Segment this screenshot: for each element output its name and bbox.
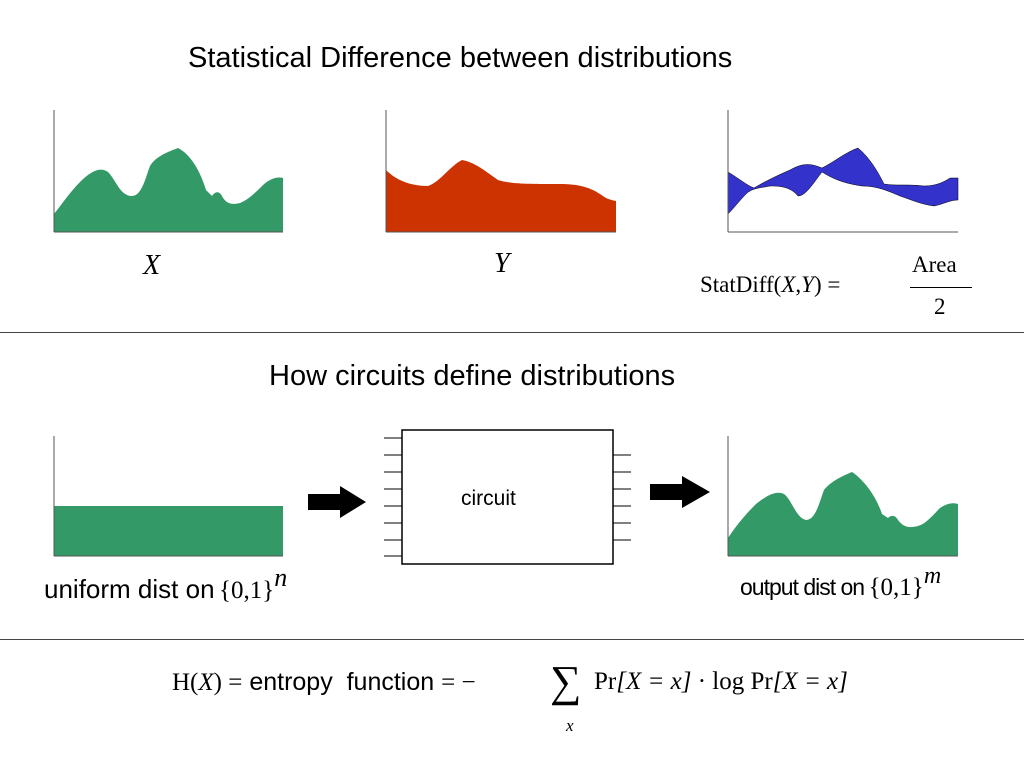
entropy-log-pr: · log Pr (697, 668, 773, 695)
uniform-dist-area (54, 506, 283, 556)
entropy-rhs: Pr[X = x] · log Pr[X = x] (594, 668, 848, 696)
distribution-x-plot (53, 110, 283, 233)
entropy-eq-minus: = − (441, 669, 476, 696)
entropy-formula: H(X) = entropy function = − (172, 668, 476, 697)
uniform-dist-exponent: n (274, 563, 288, 592)
statdiff-fraction-bar (910, 287, 972, 288)
statdiff-var-x: X (781, 272, 796, 297)
distribution-y-plot (385, 110, 616, 233)
circuit-box (384, 429, 631, 565)
statdiff-var-y: Y (801, 272, 814, 297)
entropy-pr-1: Pr (594, 668, 617, 695)
uniform-dist-text: uniform dist on (44, 574, 215, 604)
entropy-sum-index: x (566, 716, 574, 735)
distribution-x-area (54, 148, 283, 232)
section-divider-2 (0, 639, 1024, 640)
entropy-close-eq: ) = (213, 669, 243, 696)
section-title-circuits: How circuits define distributions (269, 360, 676, 392)
output-dist-area (728, 472, 958, 556)
uniform-dist-set: {0,1} (218, 577, 275, 604)
label-y: Y (494, 248, 510, 279)
circuit-input-pins (384, 437, 402, 557)
section-title-statdiff: Statistical Difference between distribut… (188, 42, 733, 74)
uniform-dist-plot (53, 436, 283, 557)
diff-area-region (727, 147, 959, 215)
statdiff-numerator: Area (912, 252, 957, 277)
output-dist-exponent: m (923, 563, 942, 589)
statdiff-rhs: ) = (813, 272, 841, 297)
output-dist-text: output dist on (740, 574, 865, 600)
entropy-bracket-2: [X = x] (772, 668, 848, 695)
entropy-var-x: X (198, 669, 214, 696)
entropy-bracket-1: [X = x] (616, 668, 692, 695)
output-dist-plot (727, 436, 958, 557)
output-dist-caption: output dist on {0,1}m (740, 563, 941, 602)
entropy-sum-symbol: ∑ (550, 657, 582, 706)
entropy-h: H( (172, 669, 199, 696)
circuit-label: circuit (461, 487, 516, 510)
output-dist-set: {0,1} (868, 574, 924, 601)
circuit-output-pins (613, 454, 631, 541)
label-x: X (143, 250, 161, 281)
distribution-diff-plot (727, 110, 959, 233)
uniform-dist-caption: uniform dist on {0,1}n (44, 563, 287, 605)
statdiff-formula: StatDiff(X,Y) = (700, 272, 840, 298)
arrow-to-circuit (308, 486, 366, 518)
statdiff-comma: , (795, 272, 802, 297)
section-divider-1 (0, 332, 1024, 333)
statdiff-denominator: 2 (934, 294, 946, 319)
arrow-from-circuit (650, 476, 710, 508)
distribution-y-area (386, 160, 616, 232)
statdiff-lhs: StatDiff( (700, 272, 782, 297)
entropy-text: entropy function (249, 668, 435, 696)
